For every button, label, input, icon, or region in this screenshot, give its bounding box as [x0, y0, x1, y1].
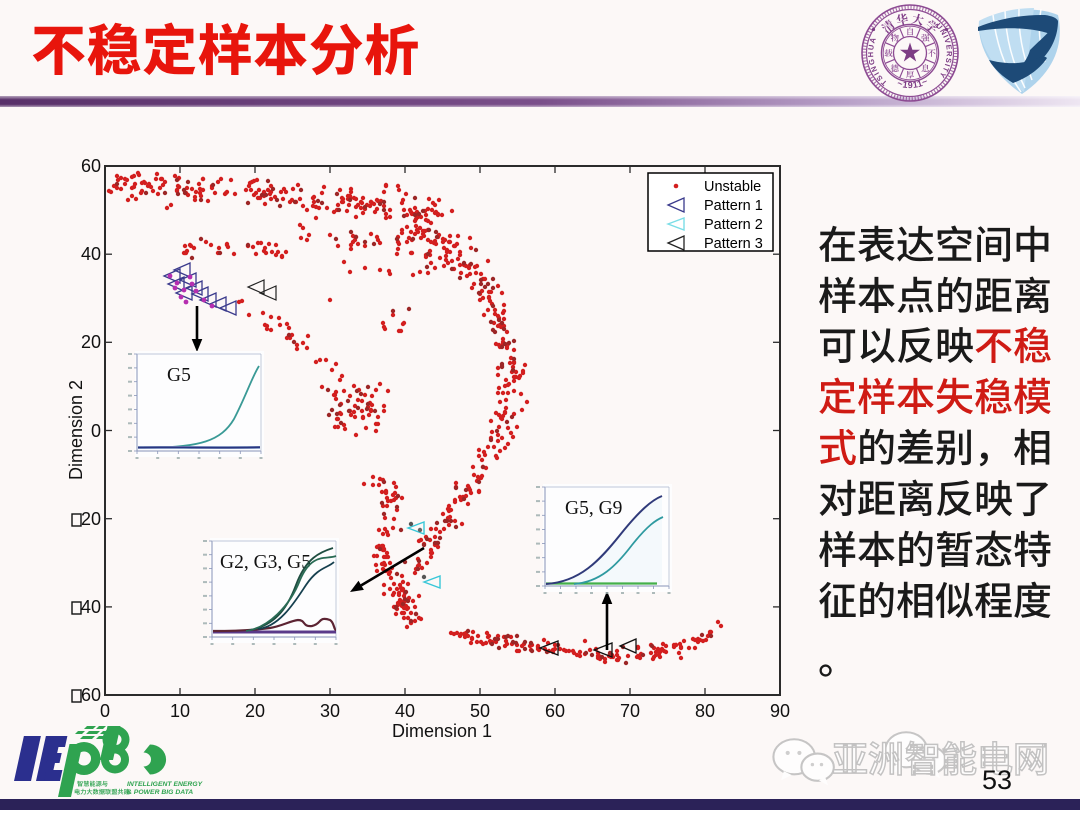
- svg-text:53: 53: [982, 765, 1012, 795]
- svg-text:20: 20: [81, 509, 101, 529]
- svg-text:20: 20: [245, 701, 265, 721]
- svg-text:60: 60: [81, 156, 101, 176]
- svg-text:G2, G3, G5: G2, G3, G5: [220, 552, 311, 573]
- svg-text:90: 90: [770, 701, 790, 721]
- svg-text:G5, G9: G5, G9: [565, 498, 622, 519]
- svg-text:80: 80: [695, 701, 715, 721]
- svg-text:Pattern 2: Pattern 2: [704, 217, 763, 233]
- svg-text:60: 60: [81, 685, 101, 705]
- svg-text:G5: G5: [167, 365, 191, 386]
- svg-text:20: 20: [81, 332, 101, 352]
- svg-text:70: 70: [620, 701, 640, 721]
- svg-text:0: 0: [100, 701, 110, 721]
- svg-text:Dimension 2: Dimension 2: [66, 380, 86, 480]
- svg-text:50: 50: [470, 701, 490, 721]
- svg-text:Dimension 1: Dimension 1: [392, 721, 492, 741]
- svg-text:Pattern 1: Pattern 1: [704, 198, 763, 214]
- svg-text:INTELLIGENT ENERGY: INTELLIGENT ENERGY: [127, 781, 204, 788]
- svg-text:60: 60: [545, 701, 565, 721]
- svg-text:40: 40: [81, 244, 101, 264]
- svg-text:30: 30: [320, 701, 340, 721]
- svg-text:10: 10: [170, 701, 190, 721]
- svg-text:& POWER BIG DATA: & POWER BIG DATA: [127, 789, 193, 796]
- svg-text:0: 0: [91, 421, 101, 441]
- svg-text:40: 40: [81, 597, 101, 617]
- svg-text:Pattern 3: Pattern 3: [704, 236, 763, 252]
- svg-text:Unstable: Unstable: [704, 179, 761, 195]
- svg-text:40: 40: [395, 701, 415, 721]
